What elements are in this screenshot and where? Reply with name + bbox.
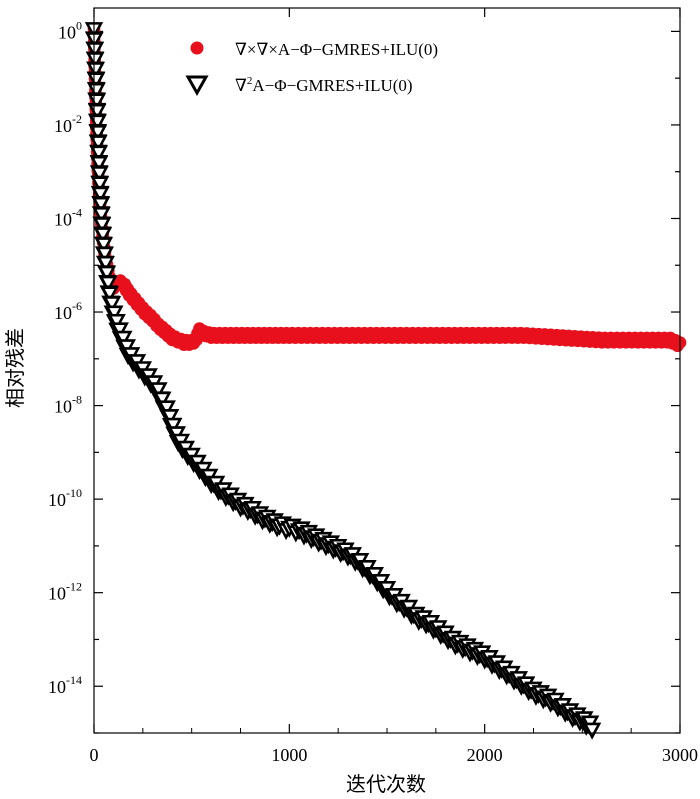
series-laplacian xyxy=(84,22,602,740)
data-point xyxy=(164,417,183,435)
data-point xyxy=(161,409,180,427)
legend: ∇×∇×A−Φ−GMRES+ILU(0) ∇2A−Φ−GMRES+ILU(0) xyxy=(185,40,438,97)
data-point xyxy=(97,265,117,283)
x-tick-label: 1000 xyxy=(271,745,307,765)
data-point xyxy=(95,246,114,264)
y-tick-label: 10-2 xyxy=(54,112,82,136)
y-tick-label: 10-10 xyxy=(48,486,82,510)
y-tick-label: 10-12 xyxy=(48,580,82,604)
axis-ticks xyxy=(93,8,681,734)
data-point xyxy=(102,296,122,314)
data-point xyxy=(114,330,133,348)
data-point xyxy=(100,286,119,304)
data-point xyxy=(90,166,109,184)
data-point xyxy=(582,722,602,740)
x-tick-labels: 0 1000 2000 3000 xyxy=(90,745,699,765)
data-point xyxy=(107,313,126,332)
data-point xyxy=(89,145,108,163)
y-tick-label: 10-14 xyxy=(48,673,82,697)
data-point xyxy=(89,135,108,153)
data-point xyxy=(89,155,109,173)
x-axis-label: 迭代次数 xyxy=(346,773,426,796)
data-point xyxy=(110,322,129,340)
plot-frame xyxy=(93,7,681,734)
data-point xyxy=(86,62,105,80)
data-point xyxy=(87,93,106,111)
data-point xyxy=(92,207,111,225)
data-point xyxy=(91,196,111,214)
x-tick-label: 0 xyxy=(90,745,99,765)
legend-marker-circle xyxy=(190,41,204,55)
data-point xyxy=(94,237,113,255)
data-point xyxy=(87,82,106,100)
data-point xyxy=(85,42,105,60)
y-tick-label: 10-4 xyxy=(54,205,82,229)
y-tick-label: 10-8 xyxy=(54,393,82,417)
data-point xyxy=(91,186,110,204)
data-point xyxy=(149,382,168,400)
legend-label-laplacian: ∇2A−Φ−GMRES+ILU(0) xyxy=(235,75,413,95)
data-point xyxy=(90,176,110,194)
data-point xyxy=(93,227,113,245)
y-tick-label: 100 xyxy=(58,18,82,42)
series-curl-curl xyxy=(87,22,687,353)
data-point xyxy=(92,217,112,235)
data-point xyxy=(86,72,106,90)
legend-entry-laplacian: ∇2A−Φ−GMRES+ILU(0) xyxy=(185,75,413,97)
data-point xyxy=(86,52,105,70)
x-tick-label: 3000 xyxy=(662,745,698,765)
y-tick-labels: 100 10-2 10-4 10-6 10-8 10-10 10-12 10-14 xyxy=(48,18,82,697)
data-point xyxy=(96,255,115,274)
y-axis-label: 相对残差 xyxy=(4,328,27,408)
data-point xyxy=(117,339,136,357)
legend-label-curl-curl: ∇×∇×A−Φ−GMRES+ILU(0) xyxy=(235,40,438,59)
legend-label-text: A−Φ−GMRES+ILU(0) xyxy=(252,76,412,95)
data-point xyxy=(157,400,176,418)
data-point xyxy=(105,305,124,323)
legend-superscript: 2 xyxy=(247,75,253,87)
data-point xyxy=(153,391,172,409)
legend-entry-curl-curl: ∇×∇×A−Φ−GMRES+ILU(0) xyxy=(190,40,438,59)
x-tick-label: 2000 xyxy=(467,745,503,765)
data-point xyxy=(98,275,118,293)
legend-marker-triangle xyxy=(185,75,209,97)
legend-nabla: ∇ xyxy=(235,76,247,95)
y-tick-label: 10-6 xyxy=(54,299,82,323)
